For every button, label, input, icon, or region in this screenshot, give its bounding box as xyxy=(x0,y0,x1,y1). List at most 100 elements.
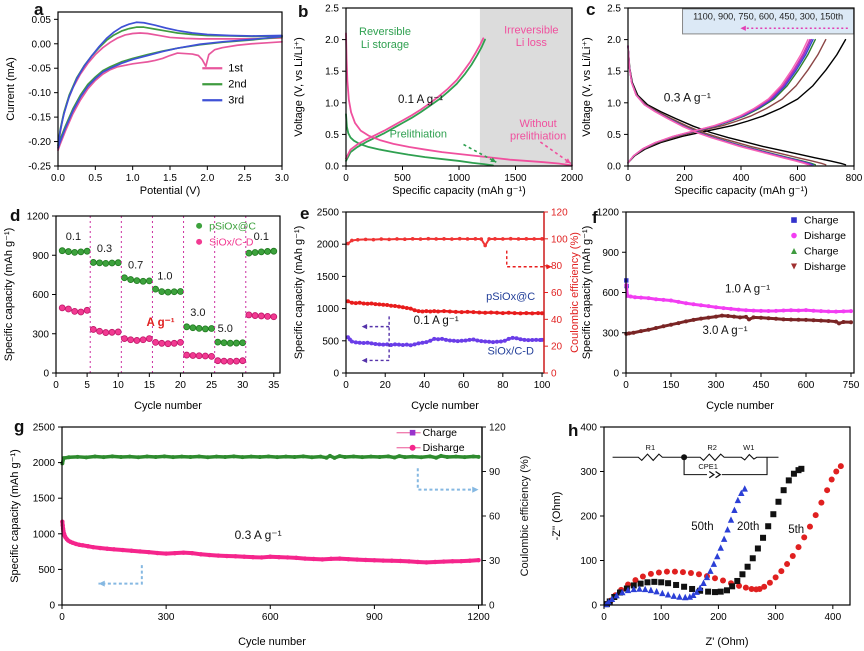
svg-text:0.0: 0.0 xyxy=(51,173,65,184)
svg-text:60: 60 xyxy=(551,288,563,299)
svg-text:25: 25 xyxy=(206,380,218,391)
panel-letter-d: d xyxy=(10,206,21,225)
svg-text:0.3 A g⁻¹: 0.3 A g⁻¹ xyxy=(235,528,282,542)
svg-text:Prelithiation: Prelithiation xyxy=(390,129,447,141)
panel-letter-h: h xyxy=(568,421,579,440)
svg-text:1000: 1000 xyxy=(317,304,340,315)
svg-text:400: 400 xyxy=(733,173,750,184)
svg-text:A g⁻¹: A g⁻¹ xyxy=(147,317,175,329)
chart-prelithiation-voltage-profiles: Reversible Li storage Irreversible Li loss 0… xyxy=(293,4,584,198)
svg-text:-0.15: -0.15 xyxy=(28,113,51,124)
svg-text:0.1 A g⁻¹: 0.1 A g⁻¹ xyxy=(398,94,443,106)
svg-text:0: 0 xyxy=(623,380,629,391)
svg-text:-Z'' (Ohm): -Z'' (Ohm) xyxy=(551,492,563,541)
svg-text:0: 0 xyxy=(591,601,597,612)
svg-text:60: 60 xyxy=(489,512,501,523)
svg-text:60: 60 xyxy=(458,380,470,391)
svg-text:Cycle number: Cycle number xyxy=(238,636,306,648)
svg-text:10: 10 xyxy=(113,380,125,391)
svg-text:3rd: 3rd xyxy=(228,95,244,107)
svg-text:1200: 1200 xyxy=(467,612,490,623)
svg-text:Disharge: Disharge xyxy=(423,442,465,454)
svg-text:Specific capacity (mAh g⁻¹): Specific capacity (mAh g⁻¹) xyxy=(581,226,593,360)
svg-text:1.0: 1.0 xyxy=(325,98,339,109)
svg-text:40: 40 xyxy=(419,380,431,391)
svg-text:600: 600 xyxy=(262,612,279,623)
svg-text:20: 20 xyxy=(175,380,187,391)
svg-text:0.00: 0.00 xyxy=(32,39,52,50)
svg-text:5.0: 5.0 xyxy=(218,323,233,335)
svg-text:1.0: 1.0 xyxy=(607,98,621,109)
svg-text:500: 500 xyxy=(322,336,339,347)
svg-text:5: 5 xyxy=(84,380,90,391)
svg-text:Charge: Charge xyxy=(804,246,839,258)
svg-text:Specific capacity (mAh g⁻¹): Specific capacity (mAh g⁻¹) xyxy=(293,226,305,360)
panel-letter-c: c xyxy=(586,0,596,19)
svg-text:20: 20 xyxy=(551,342,563,353)
svg-text:100: 100 xyxy=(551,234,568,245)
svg-text:1200: 1200 xyxy=(597,208,620,219)
svg-text:5th: 5th xyxy=(788,524,804,536)
svg-text:Cycle number: Cycle number xyxy=(706,400,774,412)
svg-text:600: 600 xyxy=(798,380,815,391)
svg-text:1000: 1000 xyxy=(33,529,56,540)
svg-text:Voltage (V, vs Li/Li⁺): Voltage (V, vs Li/Li⁺) xyxy=(293,37,305,137)
svg-text:Disharge: Disharge xyxy=(804,230,846,242)
svg-text:2.0: 2.0 xyxy=(607,35,621,46)
svg-text:Specific capacity (mAh g⁻¹): Specific capacity (mAh g⁻¹) xyxy=(9,449,21,583)
chart-cycling-0p1: pSiOx@C 0.1 A g⁻¹ SiOx/C-D 0 20 40 60 80 100 Cycl… xyxy=(293,208,581,413)
svg-text:400: 400 xyxy=(824,612,841,623)
svg-text:0.3: 0.3 xyxy=(97,243,112,255)
svg-text:SiOx/C-D: SiOx/C-D xyxy=(209,236,254,248)
svg-text:900: 900 xyxy=(366,612,383,623)
svg-text:R2: R2 xyxy=(707,443,717,452)
svg-text:750: 750 xyxy=(843,380,860,391)
svg-text:0.5: 0.5 xyxy=(325,130,339,141)
svg-text:0.5: 0.5 xyxy=(607,130,621,141)
svg-text:0.0: 0.0 xyxy=(325,162,339,173)
svg-text:0: 0 xyxy=(49,601,55,612)
svg-text:0.1: 0.1 xyxy=(66,231,81,243)
svg-text:3.0 A g⁻¹: 3.0 A g⁻¹ xyxy=(702,325,747,337)
svg-text:Charge: Charge xyxy=(804,215,839,227)
svg-text:80: 80 xyxy=(551,261,563,272)
panel-g: g 0.3 A g⁻¹ Charge Disharge 0 300 600 900 1200 C… xyxy=(0,415,540,651)
panel-c: c 1100, 900, 750, 600, 450, 300, 150th 0.… xyxy=(578,0,864,200)
svg-text:2.5: 2.5 xyxy=(238,173,252,184)
svg-text:20th: 20th xyxy=(737,521,759,533)
svg-text:0: 0 xyxy=(343,173,349,184)
svg-text:2.5: 2.5 xyxy=(607,4,621,15)
svg-text:2000: 2000 xyxy=(561,173,584,184)
svg-text:2000: 2000 xyxy=(33,458,56,469)
svg-text:2nd: 2nd xyxy=(228,79,246,91)
panel-letter-a: a xyxy=(34,0,44,19)
svg-text:SiOx/C-D: SiOx/C-D xyxy=(487,345,533,357)
panel-letter-e: e xyxy=(300,204,310,223)
svg-text:Disharge: Disharge xyxy=(804,261,846,273)
svg-text:0.1: 0.1 xyxy=(254,231,269,243)
svg-text:1.0 A g⁻¹: 1.0 A g⁻¹ xyxy=(725,284,770,296)
svg-text:300: 300 xyxy=(580,467,597,478)
svg-text:30: 30 xyxy=(489,556,501,567)
svg-text:0.5: 0.5 xyxy=(88,173,102,184)
svg-text:1000: 1000 xyxy=(448,173,471,184)
svg-text:1500: 1500 xyxy=(504,173,527,184)
svg-text:200: 200 xyxy=(580,512,597,523)
svg-text:1.0: 1.0 xyxy=(126,173,140,184)
panel-f: f 1.0 A g⁻¹ 3.0 A g⁻¹ Charge Disharge Charge… xyxy=(578,200,864,415)
svg-text:1.5: 1.5 xyxy=(163,173,177,184)
svg-text:Z' (Ohm): Z' (Ohm) xyxy=(705,636,748,648)
svg-text:-0.05: -0.05 xyxy=(28,64,51,75)
svg-text:800: 800 xyxy=(846,173,863,184)
svg-text:200: 200 xyxy=(676,173,693,184)
svg-text:0: 0 xyxy=(625,173,631,184)
svg-text:-0.25: -0.25 xyxy=(28,162,51,173)
svg-text:2500: 2500 xyxy=(317,208,340,219)
svg-text:120: 120 xyxy=(489,423,506,434)
svg-text:90: 90 xyxy=(489,467,501,478)
panel-d: d 0.1 0.3 0.7 1.0 3.0 5.0 A g⁻¹ 0.1 pSiOx@C SiOx/… xyxy=(0,200,290,415)
svg-text:20: 20 xyxy=(380,380,392,391)
panel-h: h R1 R2 W1 CPE1 50th 20th 5th 0 100 200 300 400 Z' (… xyxy=(540,415,864,651)
svg-text:Specific capacity (mAh g⁻¹): Specific capacity (mAh g⁻¹) xyxy=(674,185,808,197)
